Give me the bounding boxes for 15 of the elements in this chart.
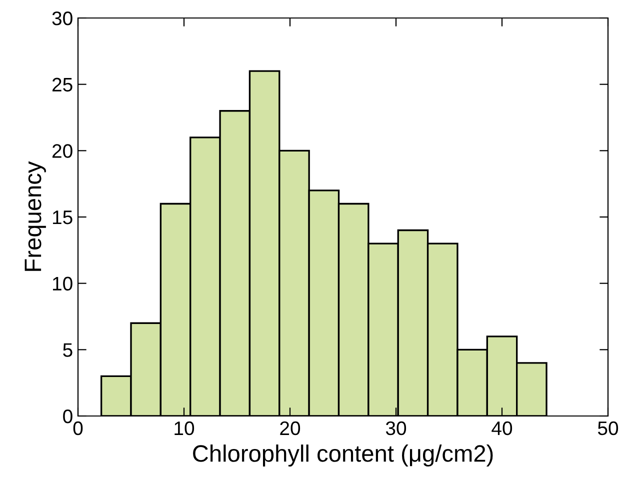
x-axis-title: Chlorophyll content (μg/cm2) (193, 444, 493, 467)
y-tick-label: 5 (63, 343, 72, 357)
y-tick-label: 20 (52, 144, 72, 158)
x-tick-label: 10 (174, 421, 194, 436)
x-tick-label: 50 (598, 421, 618, 436)
y-tick-label: 15 (52, 210, 72, 224)
y-tick-label: 0 (63, 409, 72, 424)
x-tick-label: 40 (492, 421, 512, 436)
y-tick-label: 10 (52, 276, 72, 291)
y-axis-title: Frequency (24, 161, 46, 271)
y-tick-label: 25 (52, 78, 72, 92)
x-tick-label: 30 (386, 421, 406, 436)
x-tick-label: 20 (280, 421, 300, 436)
y-tick-label: 30 (52, 11, 72, 26)
x-tick-label: 0 (73, 421, 83, 436)
